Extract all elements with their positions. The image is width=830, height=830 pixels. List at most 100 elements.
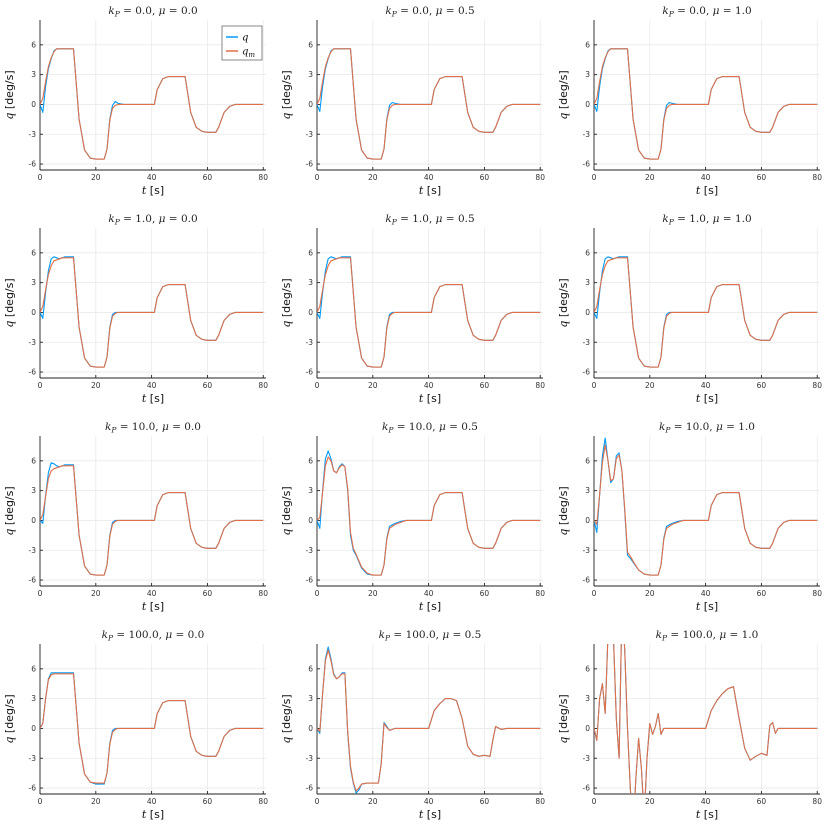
x-tick-label: 60: [757, 589, 767, 598]
x-tick-label: 80: [812, 173, 822, 182]
x-tick-label: 60: [480, 589, 490, 598]
x-tick-label: 0: [592, 589, 597, 598]
chart-title: kP = 1.0, μ = 0.5: [385, 213, 474, 227]
x-tick-label: 80: [258, 589, 268, 598]
y-tick-label: -6: [29, 784, 37, 793]
chart-title: kP = 1.0, μ = 0.0: [108, 213, 197, 227]
x-tick-label: 80: [535, 797, 545, 806]
y-tick-label: 6: [31, 456, 36, 465]
chart-title: kP = 10.0, μ = 0.0: [105, 421, 201, 435]
x-tick-label: 60: [480, 797, 490, 806]
y-tick-label: 6: [308, 248, 313, 257]
y-tick-label: 6: [308, 456, 313, 465]
y-axis-label: q [deg/s]: [3, 694, 16, 743]
y-axis-label: q [deg/s]: [557, 70, 570, 119]
x-tick-label: 40: [147, 381, 157, 390]
x-tick-label: 0: [315, 381, 320, 390]
x-tick-label: 40: [701, 797, 711, 806]
y-tick-label: -6: [583, 576, 591, 585]
x-axis-label: t [s]: [142, 392, 164, 405]
y-tick-label: 0: [31, 516, 36, 525]
y-tick-label: -3: [29, 130, 37, 139]
x-tick-label: 80: [535, 589, 545, 598]
y-tick-label: -6: [583, 784, 591, 793]
chart-panel: 0 20 40 60 80 -6 -3 0 3 6 kP = 0.0, μ = 0.5 t [s] q …: [280, 5, 545, 197]
series-line-q_m: [594, 48, 818, 160]
x-tick-label: 80: [535, 381, 545, 390]
x-tick-label: 60: [203, 381, 213, 390]
series-line-q_m: [317, 456, 541, 576]
chart-panel: 0 20 40 60 80 -6 -3 0 3 6 kP = 1.0, μ = 0.5 t [s] q …: [280, 213, 545, 405]
chart-panel: 0 20 40 60 80 -6 -3 0 3 6 kP = 10.0, μ = 0.0 t [s] q…: [3, 421, 268, 613]
x-tick-label: 20: [91, 173, 101, 182]
y-tick-label: 3: [585, 278, 590, 287]
chart-panel: 0 20 40 60 80 -6 -3 0 3 6 kP = 10.0, μ = 1.0 t [s] q…: [557, 421, 822, 613]
chart-title: kP = 10.0, μ = 1.0: [659, 421, 755, 435]
y-tick-label: 6: [308, 664, 313, 673]
y-tick-label: 0: [585, 724, 590, 733]
x-tick-label: 60: [203, 797, 213, 806]
y-tick-label: -3: [29, 546, 37, 555]
x-tick-label: 0: [38, 381, 43, 390]
x-axis-label: t [s]: [142, 808, 164, 821]
chart-title: kP = 0.0, μ = 1.0: [662, 5, 751, 19]
chart-title: kP = 1.0, μ = 1.0: [662, 213, 751, 227]
y-tick-label: 3: [308, 70, 313, 79]
x-tick-label: 0: [38, 173, 43, 182]
chart-panel: 0 20 40 60 80 -6 -3 0 3 6 kP = 100.0, μ = 0.0 t [s]…: [3, 629, 268, 821]
x-tick-label: 20: [368, 381, 378, 390]
y-axis-label: q [deg/s]: [280, 694, 293, 743]
y-tick-label: -6: [583, 368, 591, 377]
chart-panel: 0 20 40 60 80 -6 -3 0 3 6 kP = 0.0, μ = 0.0 t [s] q …: [3, 5, 268, 197]
y-axis-label: q [deg/s]: [557, 694, 570, 743]
series-line-q_m: [40, 673, 264, 784]
x-tick-label: 80: [812, 589, 822, 598]
y-tick-label: -6: [29, 160, 37, 169]
chart-panel: 0 20 40 60 80 -6 -3 0 3 6 kP = 0.0, μ = 1.0 t [s] q …: [557, 5, 822, 197]
y-tick-label: 3: [585, 694, 590, 703]
y-tick-label: -6: [306, 784, 314, 793]
chart-title: kP = 100.0, μ = 0.5: [379, 629, 482, 643]
x-tick-label: 60: [480, 381, 490, 390]
y-tick-label: 3: [31, 486, 36, 495]
y-tick-label: 0: [308, 308, 313, 317]
x-tick-label: 40: [424, 173, 434, 182]
x-tick-label: 40: [147, 173, 157, 182]
y-tick-label: -3: [306, 754, 314, 763]
y-axis-label: q [deg/s]: [557, 278, 570, 327]
y-tick-label: 6: [585, 248, 590, 257]
y-tick-label: 0: [585, 100, 590, 109]
y-tick-label: -3: [306, 130, 314, 139]
x-tick-label: 0: [592, 381, 597, 390]
chart-panel: 0 20 40 60 80 -6 -3 0 3 6 kP = 10.0, μ = 0.5 t [s] q…: [280, 421, 545, 613]
series-line-q_m: [317, 257, 541, 368]
x-tick-label: 20: [368, 589, 378, 598]
y-tick-label: 0: [585, 516, 590, 525]
chart-panel: 0 20 40 60 80 -6 -3 0 3 6 kP = 1.0, μ = 0.0 t [s] q …: [3, 213, 268, 405]
y-tick-label: 3: [308, 694, 313, 703]
x-tick-label: 20: [91, 797, 101, 806]
y-tick-label: 0: [31, 724, 36, 733]
chart-panel: 0 20 40 60 80 -6 -3 0 3 6 kP = 1.0, μ = 1.0 t [s] q …: [557, 213, 822, 405]
x-axis-label: t [s]: [696, 808, 718, 821]
y-tick-label: -3: [29, 754, 37, 763]
x-tick-label: 0: [592, 797, 597, 806]
y-tick-label: -3: [306, 338, 314, 347]
x-tick-label: 0: [315, 589, 320, 598]
x-tick-label: 20: [368, 797, 378, 806]
x-tick-label: 40: [147, 797, 157, 806]
y-tick-label: -6: [306, 160, 314, 169]
y-tick-label: -6: [583, 160, 591, 169]
y-tick-label: 0: [308, 516, 313, 525]
y-tick-label: -6: [29, 576, 37, 585]
x-axis-label: t [s]: [696, 600, 718, 613]
x-tick-label: 80: [258, 381, 268, 390]
y-tick-label: 3: [585, 70, 590, 79]
y-tick-label: -6: [29, 368, 37, 377]
legend-label: qm: [242, 47, 255, 60]
x-tick-label: 60: [757, 381, 767, 390]
y-tick-label: 3: [31, 694, 36, 703]
x-tick-label: 80: [812, 797, 822, 806]
y-tick-label: 3: [31, 278, 36, 287]
x-tick-label: 60: [757, 173, 767, 182]
